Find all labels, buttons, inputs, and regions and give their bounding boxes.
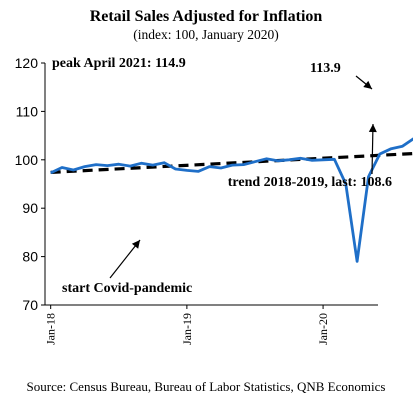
y-tick-label: 70 [22,297,38,313]
x-tick-label: Jan-20 [316,313,330,345]
last-value-arrow-head [363,80,372,89]
y-tick-label: 90 [22,200,38,216]
series-layer [50,137,413,263]
chart-title: Retail Sales Adjusted for Inflation [90,8,323,25]
trend-arrow-head [368,124,377,133]
covid-arrow-head [131,240,140,249]
chart-subtitle: (index: 100, January 2020) [133,27,278,42]
covid-arrow [109,239,141,279]
y-tick-label: 110 [16,103,39,119]
covid-annotation: start Covid-pandemic [62,281,192,296]
peak-annotation: peak April 2021: 114.9 [52,56,186,71]
last-value-annotation: 113.9 [310,61,341,76]
y-tick-label: 80 [22,249,38,265]
retail-sales-line [50,137,413,263]
x-tick-label: Jan-19 [180,313,194,345]
trend-arrow [371,123,374,175]
y-tick-label: 120 [15,55,39,71]
x-tick-label: Jan-18 [44,313,58,345]
axes: 708090100110120Jan-18Jan-19Jan-20Jan-21J… [15,55,378,345]
y-tick-label: 100 [15,152,39,168]
source-note: Source: Census Bureau, Bureau of Labor S… [27,379,386,394]
trend-annotation: trend 2018-2019, last: 108.6 [228,175,392,190]
annotation-layer: peak April 2021: 114.9 113.9 trend 2018-20… [52,56,392,296]
